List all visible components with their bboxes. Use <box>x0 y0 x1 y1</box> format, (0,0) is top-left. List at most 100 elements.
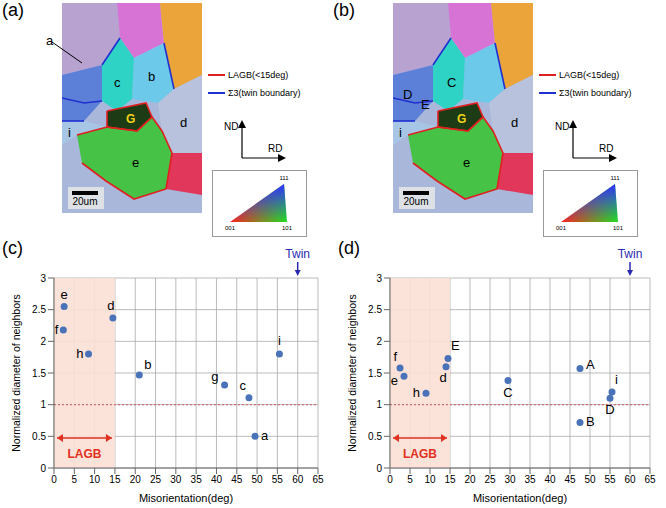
svg-text:101: 101 <box>613 225 624 231</box>
svg-text:10: 10 <box>424 474 436 485</box>
svg-text:20um: 20um <box>72 196 97 207</box>
svg-text:Twin: Twin <box>618 247 643 261</box>
svg-text:0: 0 <box>387 474 393 485</box>
svg-text:d: d <box>511 115 518 130</box>
svg-text:60: 60 <box>624 474 636 485</box>
svg-text:1: 1 <box>376 399 382 410</box>
svg-text:1.5: 1.5 <box>32 368 46 379</box>
svg-text:D: D <box>403 87 412 102</box>
html-text:(c): (c) <box>2 238 23 258</box>
svg-text:15: 15 <box>444 474 456 485</box>
svg-text:i: i <box>68 125 71 140</box>
svg-text:45: 45 <box>231 474 243 485</box>
svg-text:55: 55 <box>272 474 284 485</box>
svg-text:ND: ND <box>224 121 238 132</box>
svg-text:RD: RD <box>268 143 282 154</box>
svg-text:10: 10 <box>89 474 101 485</box>
svg-text:45: 45 <box>564 474 576 485</box>
svg-text:35: 35 <box>524 474 536 485</box>
html-text:(d): (d) <box>338 238 360 258</box>
svg-text:Misorientation(deg): Misorientation(deg) <box>139 492 233 504</box>
svg-text:e: e <box>61 287 68 302</box>
html-text:(a): (a) <box>2 0 24 20</box>
svg-text:Normalized diameter of neighbo: Normalized diameter of neighbors <box>346 294 358 452</box>
svg-text:1.5: 1.5 <box>368 368 382 379</box>
svg-text:e: e <box>132 155 139 170</box>
svg-text:f: f <box>55 322 59 337</box>
svg-text:55: 55 <box>604 474 616 485</box>
svg-text:D: D <box>605 402 614 417</box>
svg-text:Normalized diameter of neighbo: Normalized diameter of neighbors <box>10 294 22 452</box>
svg-text:G: G <box>457 112 466 126</box>
svg-text:20: 20 <box>464 474 476 485</box>
html-text:(b): (b) <box>333 0 355 20</box>
svg-text:LAGB: LAGB <box>403 447 437 461</box>
svg-text:001: 001 <box>556 225 567 231</box>
svg-text:c: c <box>239 378 246 393</box>
svg-text:111: 111 <box>610 175 620 181</box>
svg-text:c: c <box>114 75 121 90</box>
svg-text:i: i <box>615 372 618 387</box>
svg-text:G: G <box>126 112 135 126</box>
svg-text:2: 2 <box>376 336 382 347</box>
svg-text:g: g <box>211 369 218 384</box>
svg-text:A: A <box>586 357 595 372</box>
svg-text:Twin: Twin <box>285 247 310 261</box>
svg-text:f: f <box>393 349 397 364</box>
svg-text:0: 0 <box>40 463 46 474</box>
svg-text:25: 25 <box>484 474 496 485</box>
svg-text:101: 101 <box>282 225 293 231</box>
svg-text:20: 20 <box>130 474 142 485</box>
svg-text:2.5: 2.5 <box>368 304 382 315</box>
svg-text:e: e <box>391 373 398 388</box>
svg-text:d: d <box>439 370 446 385</box>
svg-text:E: E <box>451 338 460 353</box>
svg-text:0: 0 <box>51 474 57 485</box>
svg-text:40: 40 <box>211 474 223 485</box>
svg-text:20um: 20um <box>403 196 428 207</box>
svg-text:a: a <box>261 428 269 443</box>
svg-text:15: 15 <box>109 474 121 485</box>
svg-text:C: C <box>503 385 512 400</box>
svg-text:2.5: 2.5 <box>32 304 46 315</box>
svg-text:C: C <box>447 75 456 90</box>
svg-text:50: 50 <box>584 474 596 485</box>
svg-text:d: d <box>180 115 187 130</box>
svg-text:i: i <box>399 125 402 140</box>
svg-text:65: 65 <box>644 474 656 485</box>
svg-text:h: h <box>413 385 420 400</box>
svg-text:30: 30 <box>170 474 182 485</box>
svg-text:b: b <box>148 69 155 84</box>
svg-text:0: 0 <box>376 463 382 474</box>
svg-text:35: 35 <box>191 474 203 485</box>
svg-text:0.5: 0.5 <box>32 431 46 442</box>
svg-text:h: h <box>76 346 83 361</box>
svg-text:25: 25 <box>150 474 162 485</box>
svg-text:LAGB: LAGB <box>67 447 101 461</box>
svg-text:Misorientation(deg): Misorientation(deg) <box>473 492 567 504</box>
html-text:LAGB(<15deg): LAGB(<15deg) <box>228 70 289 80</box>
svg-text:40: 40 <box>544 474 556 485</box>
svg-text:ND: ND <box>555 121 569 132</box>
svg-text:5: 5 <box>407 474 413 485</box>
svg-text:5: 5 <box>72 474 78 485</box>
svg-text:B: B <box>586 414 595 429</box>
svg-text:001: 001 <box>225 225 236 231</box>
svg-text:65: 65 <box>312 474 324 485</box>
svg-text:1: 1 <box>40 399 46 410</box>
svg-text:0.5: 0.5 <box>368 431 382 442</box>
svg-text:30: 30 <box>504 474 516 485</box>
svg-text:E: E <box>421 97 430 112</box>
svg-text:d: d <box>107 298 114 313</box>
svg-text:3: 3 <box>40 273 46 284</box>
svg-text:i: i <box>278 333 281 348</box>
svg-text:60: 60 <box>292 474 304 485</box>
svg-text:3: 3 <box>376 273 382 284</box>
svg-text:b: b <box>144 357 151 372</box>
svg-text:a: a <box>46 33 54 48</box>
svg-text:2: 2 <box>40 336 46 347</box>
svg-text:111: 111 <box>279 175 289 181</box>
svg-text:RD: RD <box>599 143 613 154</box>
svg-text:50: 50 <box>252 474 264 485</box>
svg-text:e: e <box>463 155 470 170</box>
